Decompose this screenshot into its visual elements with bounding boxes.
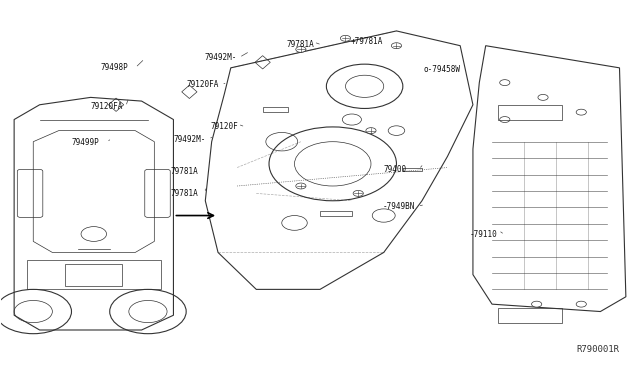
Circle shape xyxy=(296,183,306,189)
Text: o-79458W: o-79458W xyxy=(423,65,460,74)
Text: 79499P: 79499P xyxy=(72,138,99,147)
Text: 79781A: 79781A xyxy=(170,167,198,176)
Text: 79120F: 79120F xyxy=(211,122,238,131)
Text: 79400: 79400 xyxy=(384,165,407,174)
Text: 79492M-: 79492M- xyxy=(204,53,236,62)
Circle shape xyxy=(576,109,586,115)
Circle shape xyxy=(296,46,306,52)
Bar xyxy=(499,105,562,119)
Bar xyxy=(262,107,288,112)
Text: 79498P: 79498P xyxy=(100,63,128,72)
Text: 79120FA: 79120FA xyxy=(186,80,218,89)
Circle shape xyxy=(366,128,376,134)
Text: 79781A: 79781A xyxy=(170,189,198,198)
Text: 79492M-: 79492M- xyxy=(173,135,206,144)
Circle shape xyxy=(576,301,586,307)
Text: R790001R: R790001R xyxy=(577,345,620,354)
Circle shape xyxy=(392,43,401,49)
Text: -7949BN: -7949BN xyxy=(383,202,415,211)
Text: -79110: -79110 xyxy=(470,230,497,239)
Circle shape xyxy=(353,190,364,196)
Circle shape xyxy=(538,94,548,100)
Circle shape xyxy=(500,80,510,86)
Text: +79781A: +79781A xyxy=(351,37,383,46)
Circle shape xyxy=(532,301,541,307)
Circle shape xyxy=(500,116,510,122)
Circle shape xyxy=(340,35,351,41)
Bar xyxy=(320,211,352,215)
Text: 79781A: 79781A xyxy=(287,41,315,49)
Text: 79120FA: 79120FA xyxy=(91,102,123,111)
Bar xyxy=(403,167,422,171)
Bar xyxy=(499,308,562,323)
